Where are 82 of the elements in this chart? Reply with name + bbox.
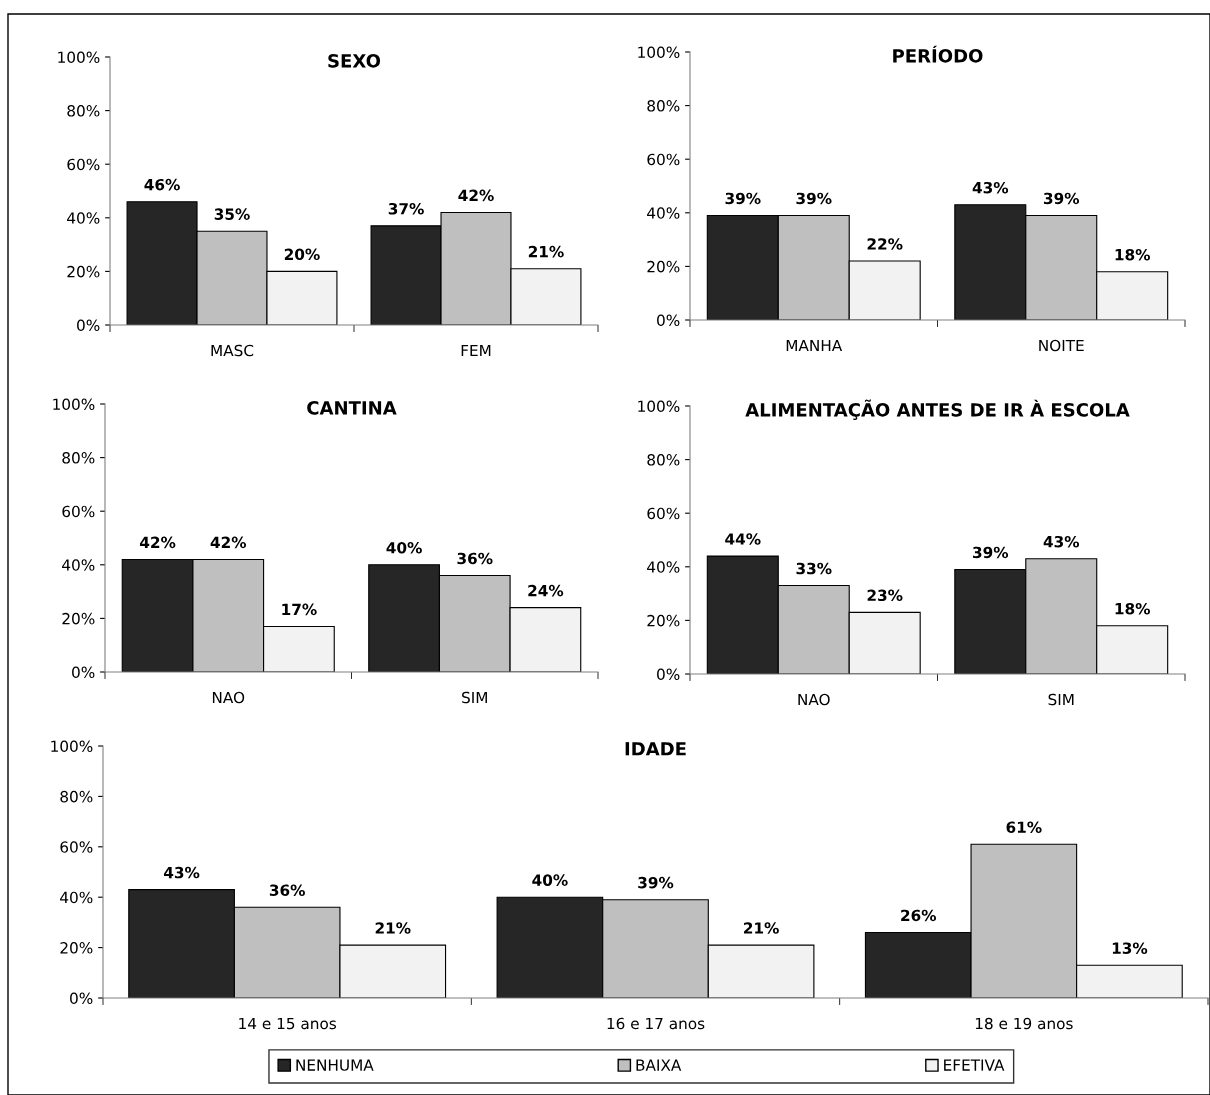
data-label: 21% bbox=[744, 922, 779, 934]
y-tick-label: 100% bbox=[638, 400, 680, 413]
y-tick-label: 0% bbox=[657, 668, 680, 681]
y-tick-label: 60% bbox=[62, 505, 95, 518]
data-label: 23% bbox=[867, 589, 903, 602]
data-label: 18% bbox=[1115, 248, 1150, 261]
data-label: 40% bbox=[532, 874, 568, 886]
data-label: 21% bbox=[375, 922, 411, 934]
y-tick-label: 20% bbox=[62, 612, 95, 625]
legend-label: BAIXA bbox=[636, 1059, 682, 1071]
data-label: 39% bbox=[796, 192, 832, 205]
data-label: 39% bbox=[638, 876, 674, 889]
data-label: 42% bbox=[210, 536, 247, 549]
y-tick-label: 20% bbox=[647, 260, 680, 273]
data-label: 36% bbox=[269, 884, 305, 896]
x-tick-label: NAO bbox=[798, 693, 830, 706]
y-tick-label: 100% bbox=[51, 740, 93, 753]
y-tick-label: 40% bbox=[60, 891, 93, 904]
y-tick-label: 20% bbox=[67, 265, 100, 278]
data-label: 21% bbox=[528, 245, 564, 258]
data-label: 13% bbox=[1112, 942, 1148, 954]
chart-title: PERÍODO bbox=[893, 45, 983, 63]
data-label: 17% bbox=[282, 603, 317, 616]
y-tick-label: 60% bbox=[60, 841, 93, 853]
data-label: 20% bbox=[284, 248, 320, 261]
y-tick-label: 20% bbox=[60, 942, 93, 954]
data-label: 39% bbox=[1043, 192, 1080, 205]
legend-label: EFETIVA bbox=[944, 1059, 1005, 1071]
y-tick-label: 40% bbox=[647, 561, 680, 573]
y-tick-label: 40% bbox=[647, 207, 680, 219]
x-tick-label: SIM bbox=[1048, 693, 1074, 706]
data-label: 39% bbox=[973, 546, 1009, 559]
y-tick-label: 100% bbox=[638, 46, 680, 59]
x-tick-label: 14 e 15 anos bbox=[239, 1017, 337, 1030]
chart-title: ALIMENTAÇÃO ANTES DE IR À ESCOLA bbox=[745, 399, 1130, 420]
y-tick-label: 0% bbox=[77, 319, 100, 332]
data-label: 46% bbox=[144, 178, 180, 191]
y-tick-label: 0% bbox=[657, 314, 680, 327]
y-tick-label: 60% bbox=[647, 153, 680, 166]
y-tick-label: 80% bbox=[67, 105, 100, 117]
data-label: 35% bbox=[214, 208, 250, 220]
y-tick-label: 40% bbox=[62, 559, 95, 571]
data-label: 18% bbox=[1115, 602, 1150, 615]
chart-title: SEXO bbox=[328, 54, 381, 68]
data-label: 42% bbox=[458, 189, 494, 202]
x-tick-label: 16 e 17 anos bbox=[607, 1017, 705, 1030]
y-tick-label: 80% bbox=[647, 100, 680, 112]
data-label: 44% bbox=[725, 533, 761, 545]
data-label: 61% bbox=[1006, 821, 1042, 833]
x-tick-label: FEM bbox=[461, 344, 491, 357]
data-label: 24% bbox=[528, 584, 564, 597]
x-tick-label: NOITE bbox=[1039, 339, 1084, 352]
data-label: 33% bbox=[796, 562, 832, 575]
y-tick-label: 60% bbox=[67, 158, 100, 171]
chart-title: CANTINA bbox=[307, 401, 397, 415]
data-label: 36% bbox=[457, 552, 493, 565]
y-tick-label: 80% bbox=[647, 454, 680, 466]
y-tick-label: 60% bbox=[647, 507, 680, 520]
y-tick-label: 100% bbox=[53, 398, 95, 411]
y-tick-label: 0% bbox=[72, 666, 95, 679]
data-label: 39% bbox=[725, 192, 761, 205]
data-label: 40% bbox=[386, 541, 422, 554]
y-tick-label: 80% bbox=[60, 790, 93, 803]
x-tick-label: NAO bbox=[212, 691, 245, 704]
data-label: 42% bbox=[139, 536, 176, 549]
data-label: 43% bbox=[163, 866, 200, 879]
x-tick-label: MASC bbox=[211, 344, 254, 357]
data-label: 26% bbox=[901, 909, 937, 922]
y-tick-label: 40% bbox=[67, 212, 100, 224]
data-label: 43% bbox=[1043, 535, 1080, 548]
data-label: 43% bbox=[972, 181, 1009, 194]
x-tick-label: 18 e 19 anos bbox=[975, 1017, 1073, 1030]
chart-title: IDADE bbox=[625, 742, 686, 756]
x-tick-label: SIM bbox=[462, 691, 487, 704]
data-label: 22% bbox=[867, 238, 903, 250]
y-tick-label: 20% bbox=[647, 614, 680, 627]
y-tick-label: 100% bbox=[58, 51, 100, 64]
y-tick-label: 80% bbox=[62, 452, 95, 464]
legend-label: NENHUMA bbox=[296, 1059, 374, 1071]
data-label: 37% bbox=[388, 202, 424, 215]
y-tick-label: 0% bbox=[70, 992, 93, 1005]
x-tick-label: MANHA bbox=[786, 339, 843, 352]
